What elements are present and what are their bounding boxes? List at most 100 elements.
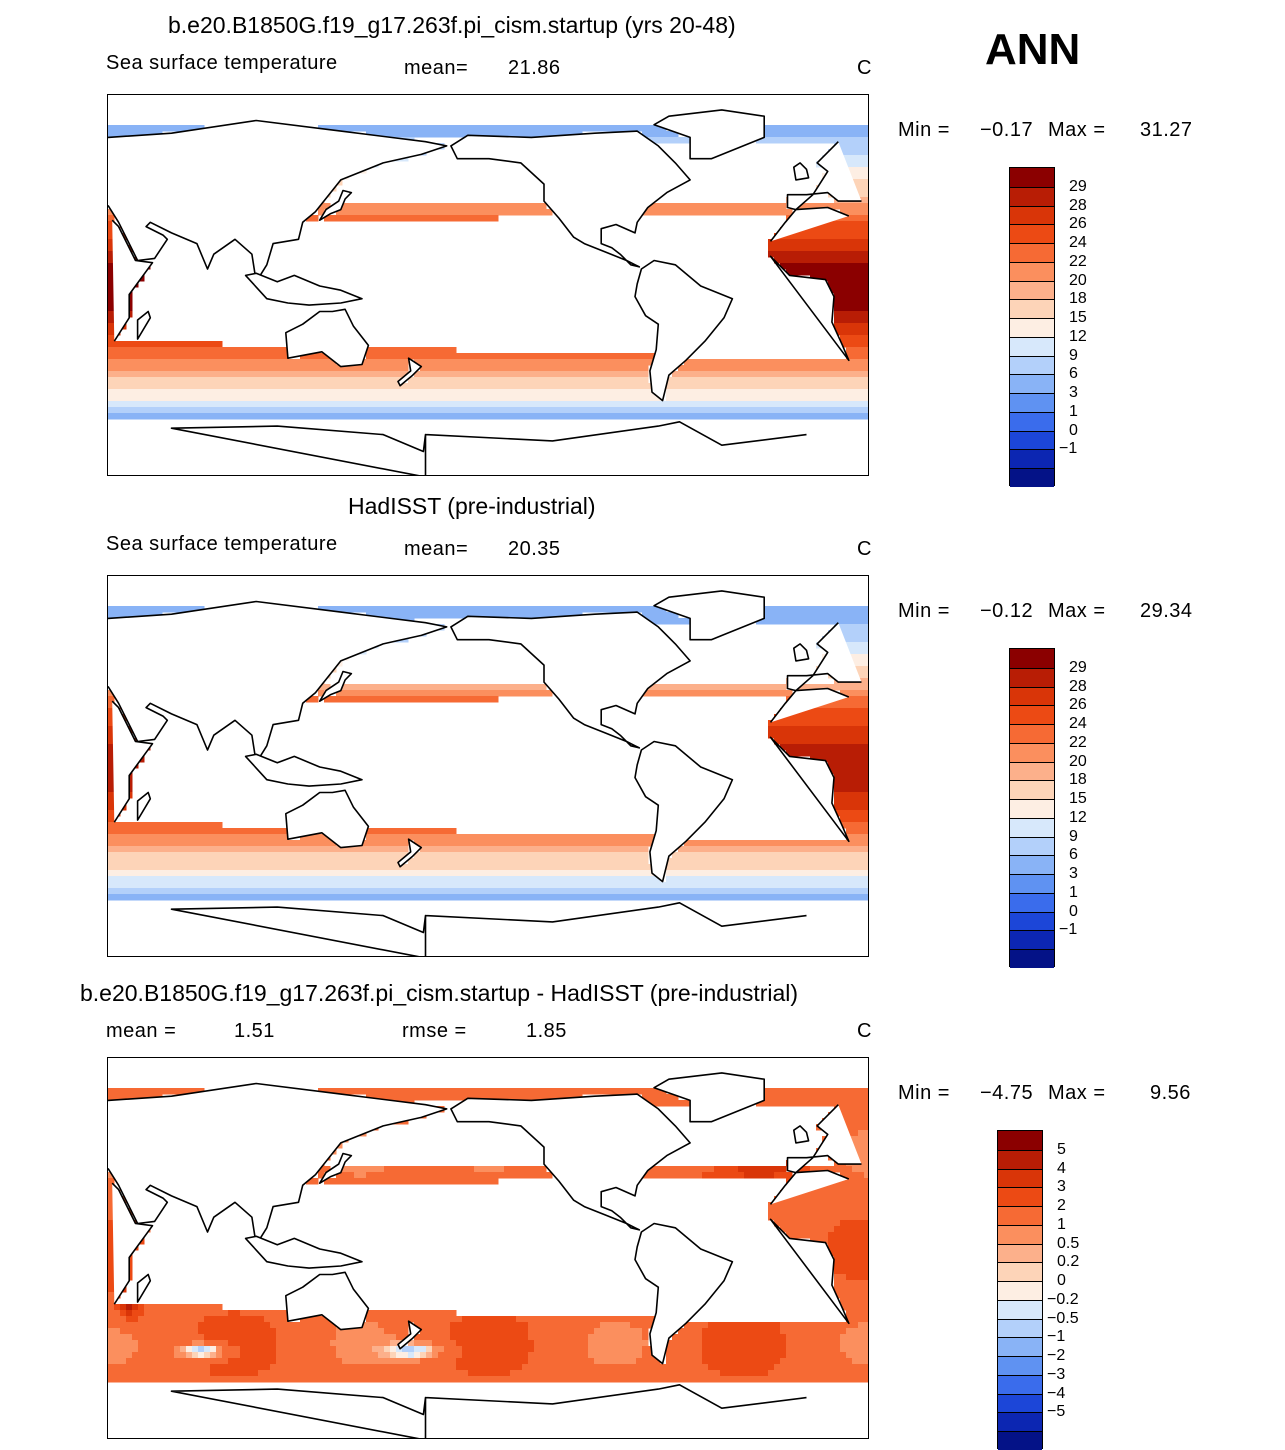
field-cell bbox=[150, 359, 157, 366]
field-cell bbox=[696, 209, 703, 216]
field-cell bbox=[786, 846, 793, 853]
field-cell bbox=[432, 606, 439, 613]
field-cell bbox=[864, 726, 869, 733]
field-cell bbox=[522, 870, 529, 877]
field-cell bbox=[138, 876, 145, 883]
field-cell bbox=[852, 365, 859, 372]
field-cell bbox=[816, 269, 823, 276]
field-cell bbox=[852, 317, 859, 324]
field-cell bbox=[348, 690, 355, 697]
field-cell bbox=[780, 137, 787, 144]
field-cell bbox=[786, 618, 793, 625]
field-cell bbox=[690, 377, 697, 384]
field-cell bbox=[480, 209, 487, 216]
field-cell bbox=[138, 371, 145, 378]
field-cell bbox=[750, 365, 757, 372]
field-cell bbox=[714, 395, 721, 402]
field-cell bbox=[498, 389, 505, 396]
field-cell bbox=[360, 852, 367, 859]
field-cell bbox=[378, 852, 385, 859]
field-cell bbox=[846, 798, 853, 805]
colorbar-swatch bbox=[1010, 299, 1054, 318]
field-cell bbox=[732, 840, 739, 847]
field-cell bbox=[450, 413, 457, 420]
field-cell bbox=[636, 365, 643, 372]
field-cell bbox=[258, 840, 265, 847]
field-cell bbox=[672, 858, 679, 865]
field-cell bbox=[816, 359, 823, 366]
field-cell bbox=[264, 846, 271, 853]
field-cell bbox=[540, 840, 547, 847]
field-cell bbox=[186, 395, 193, 402]
field-cell bbox=[306, 876, 313, 883]
field-cell bbox=[450, 840, 457, 847]
field-cell bbox=[396, 125, 403, 132]
field-cell bbox=[306, 365, 313, 372]
field-cell bbox=[582, 365, 589, 372]
field-cell bbox=[240, 852, 247, 859]
field-cell bbox=[456, 840, 463, 847]
field-cell bbox=[654, 690, 661, 697]
field-cell bbox=[672, 413, 679, 420]
field-cell bbox=[642, 401, 649, 408]
field-cell bbox=[444, 876, 451, 883]
field-cell bbox=[330, 413, 337, 420]
field-cell bbox=[174, 359, 181, 366]
field-cell bbox=[384, 828, 391, 835]
field-cell bbox=[786, 389, 793, 396]
field-cell bbox=[330, 696, 337, 703]
field-cell bbox=[540, 876, 547, 883]
field-cell bbox=[654, 684, 661, 691]
field-cell bbox=[846, 684, 853, 691]
field-cell bbox=[252, 876, 259, 883]
colorbar-tick-label: 6 bbox=[1069, 366, 1078, 382]
field-cell bbox=[642, 359, 649, 366]
field-cell bbox=[234, 864, 241, 871]
field-cell bbox=[138, 870, 145, 877]
field-cell bbox=[720, 684, 727, 691]
field-cell bbox=[798, 750, 805, 757]
field-cell bbox=[864, 317, 869, 324]
field-cell bbox=[108, 317, 115, 324]
field-cell bbox=[792, 359, 799, 366]
field-cell bbox=[480, 684, 487, 691]
field-cell bbox=[588, 846, 595, 853]
field-cell bbox=[708, 858, 715, 865]
field-cell bbox=[570, 389, 577, 396]
field-cell bbox=[174, 413, 181, 420]
field-cell bbox=[852, 828, 859, 835]
field-cell bbox=[360, 377, 367, 384]
field-cell bbox=[786, 131, 793, 138]
field-cell bbox=[276, 389, 283, 396]
field-cell bbox=[312, 696, 319, 703]
field-cell bbox=[288, 882, 295, 889]
field-cell bbox=[786, 413, 793, 420]
field-cell bbox=[108, 353, 115, 360]
field-cell bbox=[186, 383, 193, 390]
field-cell bbox=[126, 828, 133, 835]
field-cell bbox=[618, 353, 625, 360]
field-cell bbox=[858, 167, 865, 174]
field-cell bbox=[444, 828, 451, 835]
field-cell bbox=[582, 383, 589, 390]
field-cell bbox=[816, 744, 823, 751]
field-cell bbox=[390, 846, 397, 853]
field-cell bbox=[318, 852, 325, 859]
field-cell bbox=[672, 690, 679, 697]
field-cell bbox=[342, 852, 349, 859]
field-cell bbox=[252, 834, 259, 841]
field-cell bbox=[858, 395, 865, 402]
field-cell bbox=[342, 389, 349, 396]
field-cell bbox=[822, 846, 829, 853]
field-cell bbox=[504, 359, 511, 366]
panel-1-mean-label: mean= bbox=[404, 58, 468, 78]
field-cell bbox=[588, 389, 595, 396]
field-cell bbox=[108, 804, 115, 811]
colorbar-swatch bbox=[1010, 281, 1054, 300]
field-cell bbox=[846, 365, 853, 372]
field-cell bbox=[642, 383, 649, 390]
field-cell bbox=[354, 371, 361, 378]
field-cell bbox=[414, 215, 421, 222]
field-cell bbox=[828, 750, 835, 757]
field-cell bbox=[108, 852, 115, 859]
